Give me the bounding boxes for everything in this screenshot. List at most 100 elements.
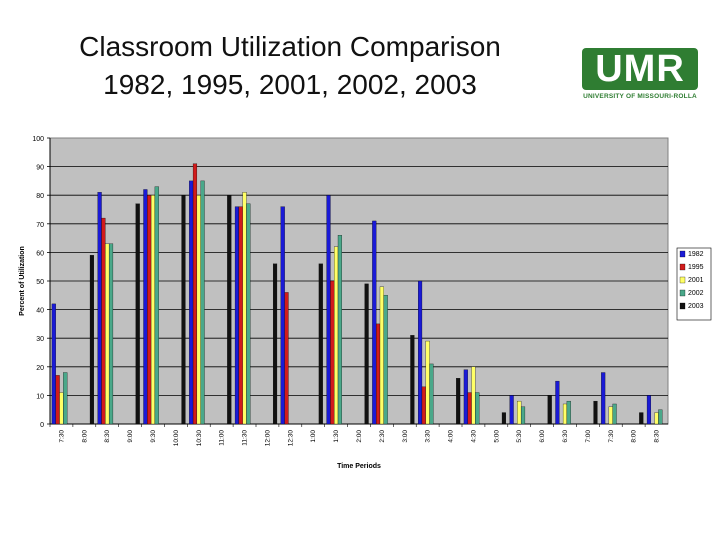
y-axis-label: Percent of Utilization: [19, 246, 26, 316]
x-tick-label: 11:30: [242, 430, 249, 446]
x-tick-label: 12:30: [287, 430, 294, 447]
bar-2001: [471, 366, 476, 425]
x-tick-label: 4:00: [448, 430, 455, 443]
bar-2001: [105, 243, 110, 425]
x-tick-label: 6:00: [539, 430, 546, 443]
legend-swatch-1995: [679, 263, 686, 271]
bar-1995: [147, 195, 152, 425]
legend-label-2003: 2003: [688, 303, 704, 310]
y-tick-label: 50: [36, 279, 44, 286]
x-tick-label: 10:30: [196, 430, 203, 447]
legend-swatch-2003: [679, 302, 686, 310]
bar-2003: [181, 195, 186, 425]
bar-2001: [562, 403, 568, 425]
bar-2003: [364, 283, 369, 425]
x-tick-label: 1:30: [333, 430, 340, 443]
y-tick-label: 40: [36, 308, 44, 315]
x-tick-label: 3:30: [425, 430, 432, 443]
bar-2003: [639, 412, 644, 425]
bar-1995: [284, 292, 289, 425]
bar-2003: [135, 203, 140, 425]
bar-2002: [154, 186, 159, 425]
x-tick-label: 7:00: [585, 430, 592, 443]
bar-1982: [509, 395, 514, 425]
y-tick-label: 30: [36, 336, 44, 343]
title-line-2: 1982, 1995, 2001, 2002, 2003: [103, 69, 477, 100]
bar-2001: [196, 195, 201, 425]
legend-label-2002: 2002: [688, 290, 704, 297]
y-tick-label: 90: [36, 165, 44, 172]
bar-2001: [517, 400, 522, 425]
x-tick-label: 12:00: [264, 430, 271, 447]
x-tick-label: 8:00: [81, 430, 88, 443]
bar-2003: [272, 263, 278, 425]
y-tick-label: 80: [36, 193, 44, 200]
bar-2002: [63, 372, 68, 425]
x-tick-label: 9:30: [150, 430, 157, 443]
bar-1995: [192, 163, 198, 425]
bar-2003: [593, 400, 598, 425]
bar-2003: [89, 255, 94, 425]
bar-1995: [238, 206, 243, 425]
slide-title: Classroom Utilization Comparison 1982, 1…: [20, 28, 560, 104]
umr-logo: UMR UNIVERSITY OF MISSOURI-ROLLA: [582, 48, 698, 104]
bar-2002: [658, 409, 663, 425]
bar-2001: [150, 195, 156, 425]
x-tick-label: 3:00: [402, 430, 409, 443]
legend-label-2001: 2001: [688, 277, 704, 284]
x-tick-label: 8:00: [631, 430, 638, 443]
bar-2001: [379, 286, 384, 425]
legend-swatch-2002: [679, 289, 686, 297]
logo-subtext: UNIVERSITY OF MISSOURI-ROLLA: [583, 93, 697, 100]
bar-2002: [200, 180, 205, 425]
bar-2002: [337, 235, 342, 425]
bar-2002: [520, 406, 526, 425]
x-tick-label: 1:00: [310, 430, 317, 443]
legend-label-1995: 1995: [688, 264, 704, 271]
bar-2001: [425, 340, 430, 425]
bar-1982: [555, 380, 560, 425]
x-tick-label: 5:00: [493, 430, 500, 443]
bar-1982: [143, 189, 148, 425]
x-tick-label: 10:00: [173, 430, 180, 447]
bar-2001: [608, 406, 613, 425]
bar-1982: [372, 220, 377, 425]
x-tick-label: 7:30: [58, 430, 65, 443]
bar-2002: [108, 243, 114, 425]
legend-label-1982: 1982: [688, 251, 704, 258]
bar-2003: [501, 412, 506, 425]
bar-2003: [456, 378, 461, 425]
bar-1982: [97, 192, 102, 425]
bar-2002: [612, 403, 617, 425]
y-tick-label: 70: [36, 222, 44, 229]
x-tick-label: 8:30: [654, 430, 661, 443]
x-tick-label: 11:00: [219, 430, 226, 446]
x-tick-label: 7:30: [608, 430, 615, 443]
legend-swatch-2001: [679, 276, 686, 284]
bar-2002: [383, 295, 388, 425]
y-tick-label: 10: [36, 393, 44, 400]
bar-2002: [429, 363, 434, 425]
title-line-1: Classroom Utilization Comparison: [79, 31, 501, 62]
x-tick-label: 5:30: [516, 430, 523, 443]
bar-1982: [326, 195, 331, 425]
bar-1995: [101, 217, 106, 425]
bar-1995: [55, 375, 60, 425]
x-tick-label: 2:00: [356, 430, 363, 443]
bar-1982: [280, 206, 285, 425]
y-tick-label: 20: [36, 365, 44, 372]
bar-2001: [654, 412, 659, 425]
y-tick-label: 100: [32, 136, 44, 143]
bar-2003: [227, 195, 232, 425]
utilization-bar-chart: 0 10 20 30 40 50 60 70 80 90 100 7:30 8:00 8:30 9:00 9:…: [19, 136, 712, 470]
bar-2002: [246, 203, 251, 425]
bar-1982: [418, 280, 423, 425]
bar-2001: [334, 246, 339, 425]
logo-wordmark: UMR: [582, 48, 698, 90]
x-tick-label: 4:30: [470, 430, 477, 443]
bar-2002: [566, 400, 571, 425]
x-axis-label: Time Periods: [337, 463, 381, 470]
bar-1982: [601, 372, 606, 425]
legend-swatch-1982: [679, 250, 686, 258]
bar-1982: [234, 206, 240, 425]
